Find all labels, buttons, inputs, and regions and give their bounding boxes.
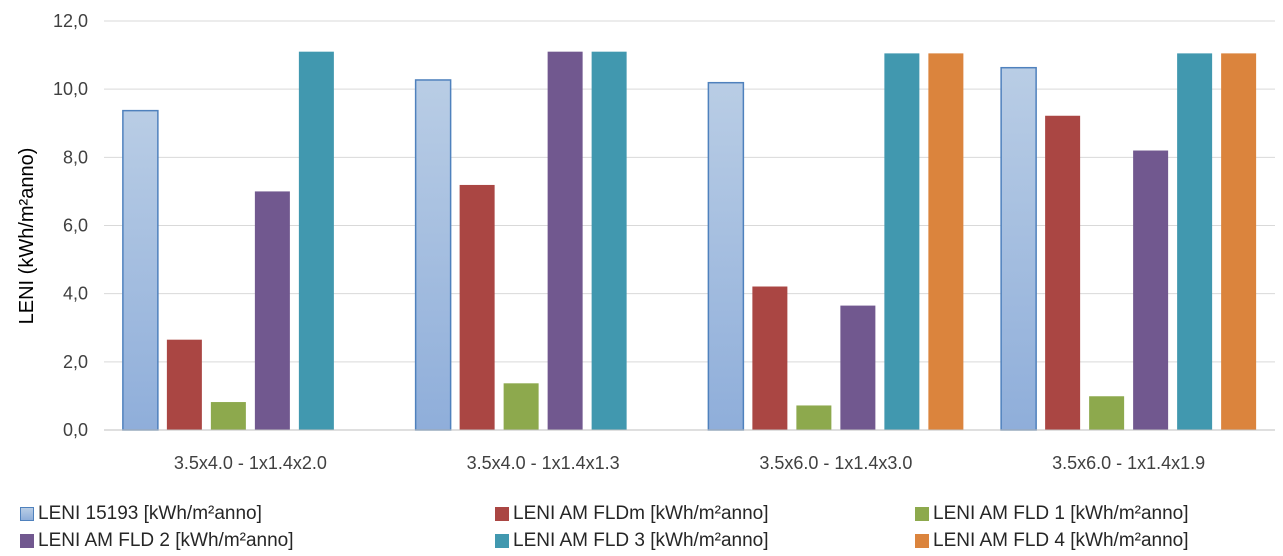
bar bbox=[210, 402, 246, 430]
bar bbox=[1177, 53, 1213, 431]
legend-label: LENI AM FLD 2 [kWh/m²anno] bbox=[38, 530, 294, 551]
legend-swatch bbox=[495, 507, 509, 521]
bars bbox=[122, 51, 1257, 431]
y-tick-label: 8,0 bbox=[63, 147, 88, 167]
y-axis-label: LENI (kWh/m²anno) bbox=[16, 148, 38, 325]
bar bbox=[884, 53, 920, 431]
legend-item: LENI 15193 [kWh/m²anno] bbox=[20, 502, 262, 526]
legend: LENI 15193 [kWh/m²anno] LENI AM FLDm [kWh… bbox=[0, 500, 1283, 556]
y-tick-label: 6,0 bbox=[63, 216, 88, 236]
bar bbox=[1221, 53, 1257, 431]
y-tick-labels: 0,0 2,0 4,0 6,0 8,0 10,0 12,0 bbox=[53, 11, 88, 440]
legend-swatch bbox=[20, 534, 34, 548]
bar bbox=[298, 51, 334, 431]
legend-item: LENI AM FLD 1 [kWh/m²anno] bbox=[915, 502, 1189, 526]
bar-chart: 0,0 2,0 4,0 6,0 8,0 10,0 12,0 3.5x4.0 - 1x1.4x… bbox=[16, 11, 1275, 473]
y-tick-label: 4,0 bbox=[63, 284, 88, 304]
legend-item: LENI AM FLDm [kWh/m²anno] bbox=[495, 502, 769, 526]
legend-swatch bbox=[915, 507, 929, 521]
x-tick-label: 3.5x6.0 - 1x1.4x3.0 bbox=[759, 453, 912, 473]
x-tick-label: 3.5x4.0 - 1x1.4x2.0 bbox=[174, 453, 327, 473]
legend-label: LENI AM FLDm [kWh/m²anno] bbox=[513, 503, 769, 524]
x-tick-label: 3.5x6.0 - 1x1.4x1.9 bbox=[1052, 453, 1205, 473]
bar bbox=[547, 51, 583, 431]
legend-swatch bbox=[495, 534, 509, 548]
bar bbox=[122, 109, 159, 431]
x-tick-label: 3.5x4.0 - 1x1.4x1.3 bbox=[467, 453, 620, 473]
bar bbox=[796, 405, 832, 430]
y-tick-label: 12,0 bbox=[53, 11, 88, 31]
y-tick-label: 0,0 bbox=[63, 420, 88, 440]
y-tick-label: 2,0 bbox=[63, 352, 88, 372]
legend-item: LENI AM FLD 4 [kWh/m²anno] bbox=[915, 529, 1189, 553]
legend-item: LENI AM FLD 2 [kWh/m²anno] bbox=[20, 529, 294, 553]
x-tick-labels: 3.5x4.0 - 1x1.4x2.0 3.5x4.0 - 1x1.4x1.3 3.… bbox=[174, 453, 1205, 473]
legend-item: LENI AM FLD 3 [kWh/m²anno] bbox=[495, 529, 769, 553]
legend-label: LENI AM FLD 4 [kWh/m²anno] bbox=[933, 530, 1189, 551]
bar bbox=[503, 383, 539, 430]
legend-label: LENI AM FLD 3 [kWh/m²anno] bbox=[513, 530, 769, 551]
bar bbox=[254, 191, 290, 430]
legend-label: LENI AM FLD 1 [kWh/m²anno] bbox=[933, 503, 1189, 524]
y-tick-label: 10,0 bbox=[53, 79, 88, 99]
bar bbox=[1133, 150, 1169, 430]
bar bbox=[752, 286, 788, 430]
bar bbox=[459, 184, 495, 430]
legend-swatch bbox=[915, 534, 929, 548]
bar bbox=[1089, 396, 1125, 430]
bar bbox=[591, 51, 627, 431]
legend-label: LENI 15193 [kWh/m²anno] bbox=[38, 503, 262, 524]
bar bbox=[928, 53, 964, 431]
bar bbox=[414, 79, 452, 431]
bar bbox=[1000, 66, 1037, 431]
bar bbox=[707, 81, 745, 431]
bar bbox=[166, 339, 202, 430]
bar bbox=[840, 305, 876, 430]
bar bbox=[1045, 115, 1081, 431]
legend-swatch bbox=[20, 507, 34, 521]
